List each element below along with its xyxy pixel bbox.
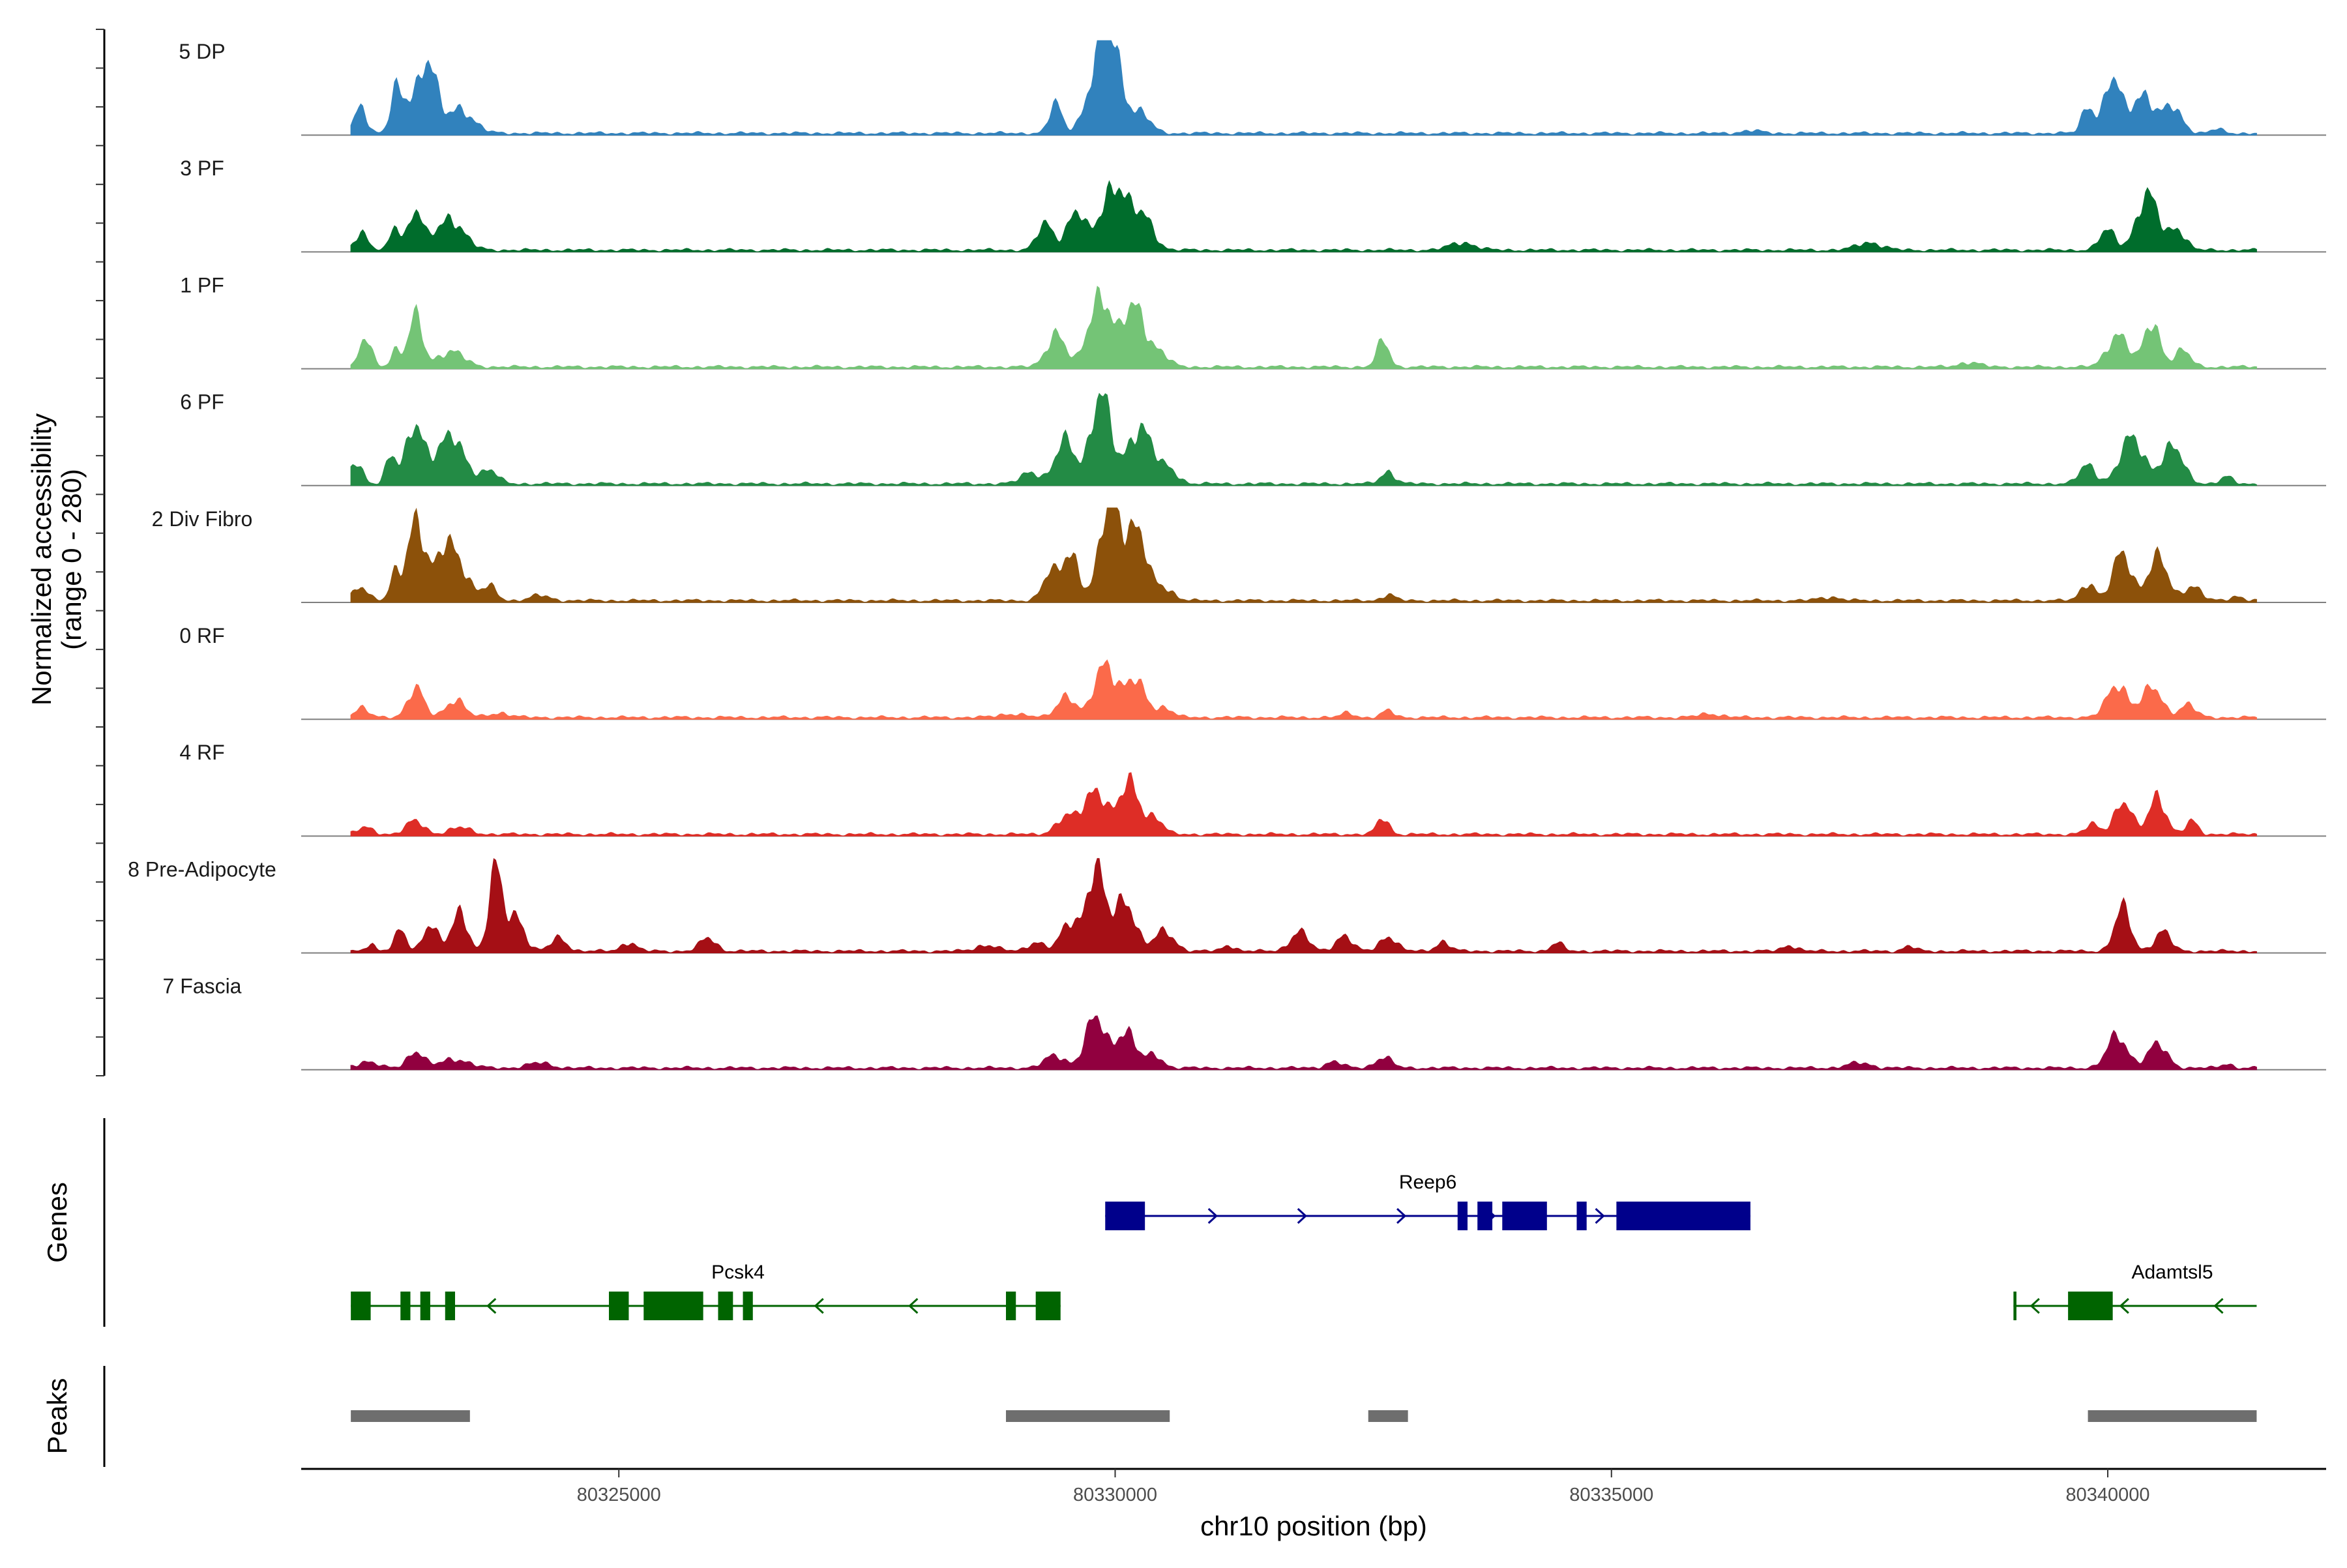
- track-label: 5 DP: [179, 40, 225, 63]
- track-label: 2 Div Fibro: [152, 507, 253, 531]
- x-axis-ticks: 80325000 80330000 80335000 80340000: [577, 1469, 2150, 1505]
- gene-exon: [1477, 1202, 1493, 1230]
- peak-region-bar: [1006, 1410, 1170, 1422]
- y-axis-subtitle: (range 0 - 280): [56, 469, 87, 650]
- track-5-dp: 5 DP: [179, 40, 2326, 136]
- coverage-area: [350, 392, 2257, 486]
- track-label: 3 PF: [180, 156, 224, 180]
- track-7-fascia: 7 Fascia: [163, 975, 2326, 1071]
- peaks-panel-title: Peaks: [42, 1378, 72, 1455]
- gene-name-label: Adamtsl5: [2131, 1262, 2213, 1283]
- coverage-area: [350, 180, 2257, 252]
- gene-exon: [1502, 1202, 1547, 1230]
- gene-exon: [1006, 1292, 1016, 1320]
- coverage-area: [350, 1015, 2257, 1071]
- strand-arrow: [1396, 1207, 1407, 1224]
- gene-adamtsl5: Adamtsl5: [2013, 1262, 2257, 1320]
- x-tick-label: 80335000: [1569, 1485, 1653, 1505]
- track-8-pre-adipocyte: 8 Pre-Adipocyte: [128, 857, 2326, 954]
- gene-exon: [1105, 1202, 1145, 1230]
- gene-exon: [351, 1292, 371, 1320]
- y-axis-line: [96, 29, 106, 1076]
- gene-exon: [445, 1292, 455, 1320]
- gene-exon: [718, 1292, 733, 1320]
- gene-annotation-track: Reep6 Pcsk4 Adamtsl5: [351, 1172, 2257, 1320]
- track-label: 7 Fascia: [163, 975, 242, 998]
- track-4-rf: 4 RF: [179, 741, 2326, 837]
- gene-exon: [1576, 1202, 1587, 1230]
- peak-region-bar: [351, 1410, 470, 1422]
- gene-exon: [1616, 1202, 1750, 1230]
- gene-exon: [643, 1292, 703, 1320]
- track-label: 6 PF: [180, 391, 224, 414]
- strand-arrow: [2213, 1297, 2224, 1314]
- gene-exon: [608, 1292, 629, 1320]
- gene-name-label: Reep6: [1399, 1172, 1456, 1193]
- strand-arrow: [1207, 1207, 1218, 1224]
- y-axis-title: Normalized accessibility: [26, 413, 57, 705]
- strand-arrow: [2030, 1297, 2040, 1314]
- coverage-area: [350, 40, 2257, 136]
- track-label: 8 Pre-Adipocyte: [128, 857, 276, 881]
- coverage-area: [350, 772, 2257, 836]
- track-0-rf: 0 RF: [179, 624, 2326, 720]
- peak-region-track: [351, 1410, 2257, 1422]
- x-tick-label: 80340000: [2066, 1485, 2150, 1505]
- coverage-tracks: 5 DP 3 PF 1 PF 6 PF 2 Div Fibro 0 RF 4 RF 8 Pre…: [128, 40, 2326, 1071]
- strand-arrow: [814, 1297, 824, 1314]
- strand-arrow: [1297, 1207, 1307, 1224]
- track-6-pf: 6 PF: [180, 391, 2326, 486]
- gene-exon: [743, 1292, 753, 1320]
- gene-exon: [400, 1292, 411, 1320]
- strand-arrow: [1486, 1207, 1496, 1224]
- peak-region-bar: [1368, 1410, 1408, 1422]
- gene-exon: [420, 1292, 430, 1320]
- gene-exon: [2013, 1292, 2016, 1320]
- x-tick-label: 80330000: [1073, 1485, 1157, 1505]
- gene-reep6: Reep6: [1105, 1172, 1750, 1230]
- strand-arrow: [486, 1297, 497, 1314]
- track-2-div-fibro: 2 Div Fibro: [152, 507, 2326, 603]
- peak-region-bar: [2088, 1410, 2257, 1422]
- gene-pcsk4: Pcsk4: [351, 1262, 1061, 1320]
- coverage-area: [350, 659, 2257, 720]
- coverage-area: [350, 858, 2257, 954]
- coverage-area: [350, 286, 2257, 370]
- gene-exon: [1457, 1202, 1468, 1230]
- gene-exon: [2068, 1292, 2113, 1320]
- strand-arrow: [908, 1297, 919, 1314]
- genes-panel-title: Genes: [42, 1182, 72, 1263]
- track-label: 1 PF: [180, 273, 224, 297]
- gene-exon: [1035, 1292, 1061, 1320]
- x-tick-label: 80325000: [577, 1485, 661, 1505]
- strand-arrow: [2119, 1297, 2129, 1314]
- gene-name-label: Pcsk4: [711, 1262, 765, 1283]
- track-label: 4 RF: [179, 741, 224, 764]
- track-1-pf: 1 PF: [180, 273, 2326, 370]
- coverage-area: [350, 507, 2257, 603]
- strand-arrow: [1595, 1207, 1605, 1224]
- x-axis-title: chr10 position (bp): [1200, 1511, 1427, 1541]
- track-3-pf: 3 PF: [180, 156, 2326, 253]
- track-label: 0 RF: [179, 624, 224, 647]
